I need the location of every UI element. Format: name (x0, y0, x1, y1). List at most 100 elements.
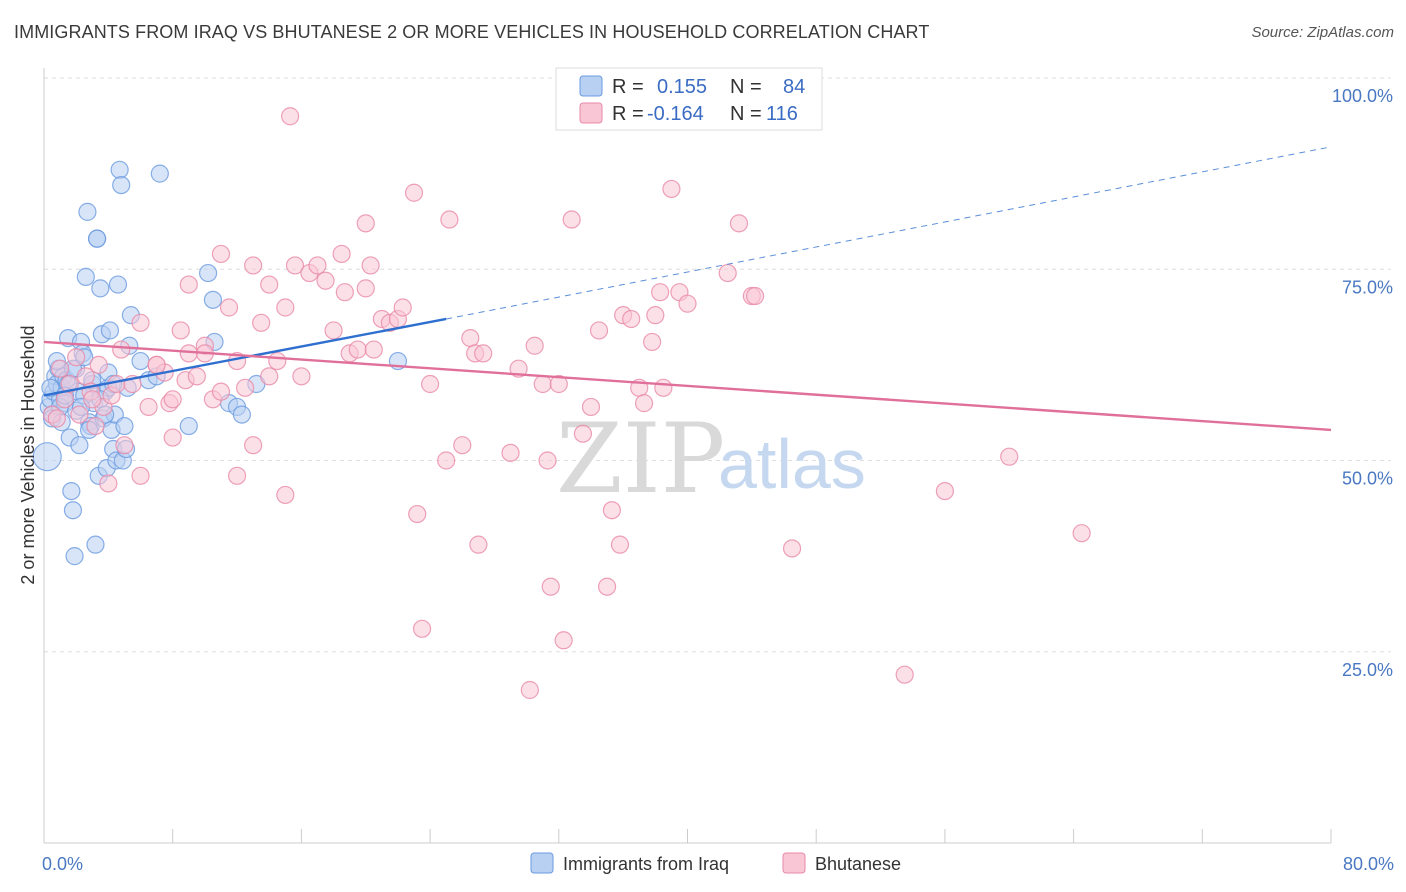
data-point (602, 501, 621, 520)
data-point (219, 298, 239, 317)
legend-swatch-iraq (579, 75, 603, 97)
data-point (533, 374, 552, 394)
data-point (60, 374, 79, 394)
data-point (729, 214, 749, 233)
watermark-zip: ZIP (556, 403, 725, 515)
grid (44, 77, 1391, 653)
data-point (782, 539, 802, 558)
data-point (651, 283, 670, 302)
data-point (935, 482, 955, 501)
data-point (63, 501, 83, 520)
data-point (393, 298, 412, 317)
data-point (332, 244, 351, 264)
data-point (198, 263, 218, 283)
data-point (211, 382, 231, 401)
data-point (461, 329, 480, 348)
x-tick-label: 0.0% (42, 854, 83, 874)
data-point (89, 355, 108, 374)
data-point (179, 275, 198, 294)
legend-r-label-bhutanese: R = (612, 103, 644, 125)
data-point (91, 279, 110, 298)
data-point (622, 309, 641, 329)
data-point (108, 275, 128, 294)
watermark-atlas: atlas (718, 425, 866, 503)
data-point (171, 321, 190, 340)
trendlines (43, 146, 1332, 432)
y-tick-label: 100.0% (1332, 86, 1393, 106)
legend-swatch-bhutanese (579, 102, 603, 124)
data-point (203, 290, 223, 309)
data-point (179, 416, 198, 436)
legend-r-value-bhutanese: -0.164 (647, 103, 704, 125)
data-point (348, 340, 367, 359)
data-point (597, 577, 617, 596)
data-point (65, 547, 84, 566)
data-point (678, 294, 697, 313)
data-point (99, 474, 118, 493)
data-point (76, 267, 95, 286)
data-point (581, 397, 601, 417)
data-point (112, 176, 131, 195)
data-point (549, 374, 568, 394)
legend: R = 0.155 N = 84 R = -0.164 N = 116 (555, 67, 823, 131)
data-point (356, 279, 375, 298)
data-point (610, 535, 630, 554)
data-point (308, 256, 327, 275)
data-point (437, 451, 456, 470)
data-point (87, 229, 107, 248)
data-point (86, 535, 105, 554)
data-point (86, 416, 105, 436)
data-point (100, 321, 120, 340)
data-point (276, 485, 295, 505)
legend-n-value-bhutanese: 116 (766, 103, 798, 125)
data-point (335, 283, 354, 302)
data-point (276, 298, 295, 317)
trendline-bhutanese (43, 340, 1332, 432)
tick-labels: 25.0% 50.0% 75.0% 100.0% 0.0% 80.0% (42, 86, 1394, 874)
bottom-legend-swatch-bhutanese (782, 852, 806, 874)
data-point (232, 405, 251, 424)
data-point (356, 214, 375, 233)
data-point (112, 340, 131, 359)
data-point (163, 390, 182, 409)
data-point (139, 397, 158, 417)
data-point (654, 378, 673, 397)
data-point (440, 210, 459, 229)
data-point (260, 367, 279, 386)
y-tick-label: 50.0% (1342, 469, 1393, 489)
legend-n-value-iraq: 84 (783, 76, 805, 98)
y-axis-label: 2 or more Vehicles in Household (18, 325, 38, 584)
data-point (662, 179, 681, 199)
data-point (78, 202, 97, 221)
data-point (589, 321, 609, 340)
data-point (115, 436, 134, 455)
data-point (408, 504, 427, 524)
data-point (110, 160, 129, 179)
data-point (562, 210, 581, 229)
data-point (268, 351, 287, 371)
data-point (131, 351, 150, 371)
series-bhutanese (42, 107, 1091, 700)
data-point (421, 374, 440, 394)
bottom-legend: Immigrants from Iraq Bhutanese (530, 852, 901, 874)
data-point (235, 378, 255, 397)
legend-n-label-bhutanese: N = (730, 103, 762, 125)
data-point (541, 577, 560, 596)
data-point (211, 244, 231, 264)
watermark: ZIP atlas (556, 403, 866, 515)
data-points (32, 107, 1091, 700)
legend-n-label-iraq: N = (730, 76, 762, 98)
data-point (525, 336, 544, 355)
data-point (50, 359, 70, 378)
data-point (163, 428, 182, 447)
data-point (520, 680, 539, 700)
data-point (252, 313, 271, 332)
data-point (364, 340, 383, 359)
legend-r-value-iraq: 0.155 (657, 76, 707, 98)
data-point (32, 442, 62, 472)
data-point (361, 256, 380, 275)
data-point (70, 436, 89, 455)
chart-title: IMMIGRANTS FROM IRAQ VS BHUTANESE 2 OR M… (14, 22, 930, 42)
data-point (115, 416, 134, 436)
